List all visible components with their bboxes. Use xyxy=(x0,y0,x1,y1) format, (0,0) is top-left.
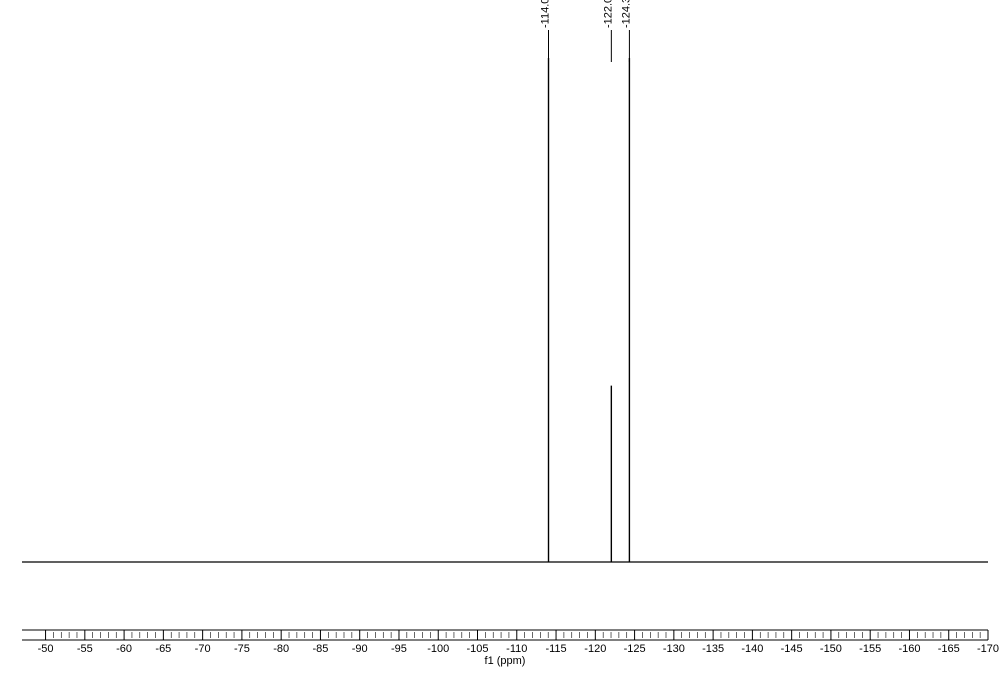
axis-tick-label: -150 xyxy=(820,643,842,655)
axis-tick-label: -55 xyxy=(77,643,93,655)
axis-tick-label: -115 xyxy=(545,643,566,655)
axis-tick-label: -95 xyxy=(391,643,407,655)
axis-title: f1 (ppm) xyxy=(485,655,526,667)
axis-tick-label: -130 xyxy=(663,643,685,655)
axis-tick-label: -160 xyxy=(898,643,920,655)
axis-tick-label: -70 xyxy=(195,643,211,655)
axis-tick-label: -165 xyxy=(938,643,960,655)
axis-tick-label: -170 xyxy=(977,643,999,655)
axis-tick-label: -60 xyxy=(116,643,132,655)
peak-label: -124.34 xyxy=(620,0,632,28)
axis-tick-label: -85 xyxy=(312,643,328,655)
axis-tick-label: -155 xyxy=(859,643,881,655)
axis-tick-label: -140 xyxy=(741,643,763,655)
nmr-spectrum-chart: -114.04 -122.04 -124.34 -50 -55 -60 -65 -70 -75 -… xyxy=(0,0,1000,688)
axis-tick-label: -65 xyxy=(155,643,171,655)
peak-label: -114.04 xyxy=(540,0,552,28)
axis-tick-label: -145 xyxy=(781,643,803,655)
axis-tick-label: -100 xyxy=(427,643,449,655)
axis-tick-label: -110 xyxy=(506,643,527,655)
axis-tick-label: -105 xyxy=(466,643,488,655)
spectrum-canvas: -114.04 -122.04 -124.34 -50 -55 -60 -65 -70 -75 -… xyxy=(0,0,1000,688)
axis-tick-label: -135 xyxy=(702,643,724,655)
axis-tick-label: -125 xyxy=(624,643,646,655)
axis-tick-label: -75 xyxy=(234,643,250,655)
axis-tick-label: -50 xyxy=(38,643,54,655)
axis-tick-label: -90 xyxy=(352,643,368,655)
peak-label: -122.04 xyxy=(602,0,614,28)
axis-tick-label: -120 xyxy=(584,643,606,655)
axis-tick-label: -80 xyxy=(273,643,289,655)
